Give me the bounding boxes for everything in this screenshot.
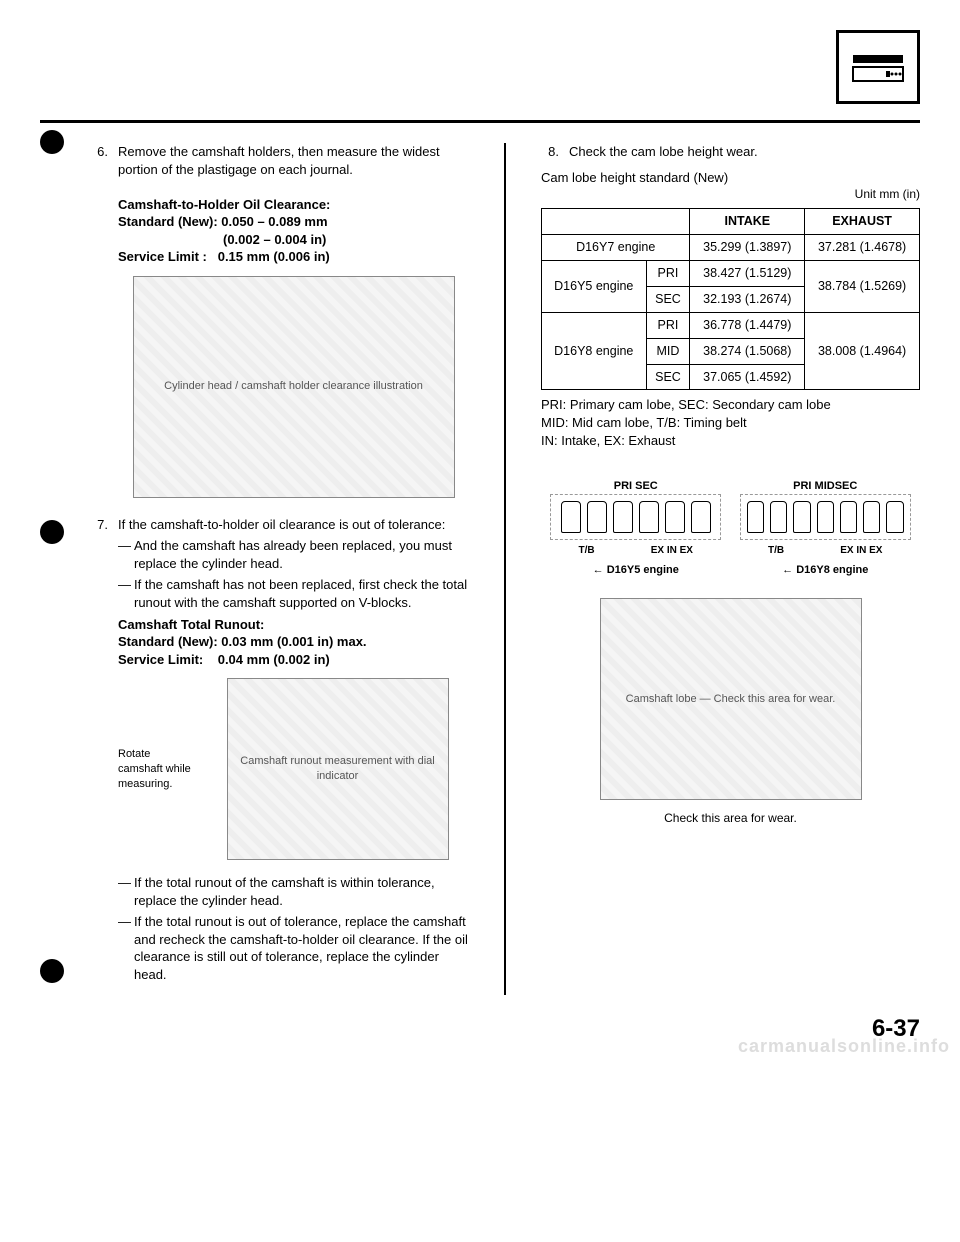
- figure-caption: Camshaft runout measurement with dial in…: [228, 754, 448, 784]
- watermark: carmanualsonline.info: [738, 1036, 950, 1057]
- cell: D16Y7 engine: [542, 235, 690, 261]
- step-7: 7. If the camshaft-to-holder oil clearan…: [90, 516, 469, 988]
- cell: 37.281 (1.4678): [805, 235, 920, 261]
- cell: 38.427 (1.5129): [690, 261, 805, 287]
- step-number: 7.: [90, 516, 108, 988]
- cell: SEC: [646, 286, 690, 312]
- cell: MID: [646, 338, 690, 364]
- spec-standard-label: Standard (New):: [118, 214, 218, 229]
- figure3-label: Check this area for wear.: [541, 810, 920, 826]
- step-text: Check the cam lobe height wear.: [569, 143, 920, 161]
- spec-limit-label: Service Limit :: [118, 249, 207, 264]
- cam-lobe-subhead: Cam lobe height standard (New): [541, 169, 920, 187]
- legend-line1: PRI: Primary cam lobe, SEC: Secondary ca…: [541, 396, 920, 414]
- tb-label: T/B: [768, 544, 784, 558]
- column-divider: [504, 143, 506, 995]
- cell: 35.299 (1.3897): [690, 235, 805, 261]
- runout-standard-value: 0.03 mm (0.001 in) max.: [221, 634, 366, 649]
- cell: 37.065 (1.4592): [690, 364, 805, 390]
- legend-line2: MID: Mid cam lobe, T/B: Timing belt: [541, 414, 920, 432]
- cell: SEC: [646, 364, 690, 390]
- cell: 38.274 (1.5068): [690, 338, 805, 364]
- left-column: 6. Remove the camshaft holders, then mea…: [40, 143, 469, 995]
- diag-top-label: PRI MIDSEC: [740, 479, 911, 494]
- cell: 38.784 (1.5269): [805, 261, 920, 313]
- step7-bullet4: If the total runout is out of tolerance,…: [118, 913, 469, 983]
- th-exhaust: EXHAUST: [805, 209, 920, 235]
- step-number: 8.: [541, 143, 559, 161]
- engine-arrow: ← D16Y8 engine: [740, 563, 911, 578]
- diag-top-label: PRI SEC: [550, 479, 721, 494]
- step-text: Remove the camshaft holders, then measur…: [118, 143, 469, 178]
- tb-label: T/B: [579, 544, 595, 558]
- section-bullet-2: [40, 520, 64, 544]
- spec-limit-value: 0.15 mm (0.006 in): [218, 249, 330, 264]
- cam-lobe-table: INTAKE EXHAUST D16Y7 engine 35.299 (1.38…: [541, 208, 920, 390]
- cell: PRI: [646, 261, 690, 287]
- step-8: 8. Check the cam lobe height wear.: [541, 143, 920, 161]
- cell: D16Y8 engine: [542, 312, 647, 390]
- right-column: 8. Check the cam lobe height wear. Cam l…: [541, 143, 920, 995]
- step7-bullet2: If the camshaft has not been replaced, f…: [118, 576, 469, 611]
- section-bullet-1: [40, 130, 64, 154]
- cell: PRI: [646, 312, 690, 338]
- runout-title: Camshaft Total Runout:: [118, 616, 469, 634]
- header-rule: [40, 120, 920, 123]
- figure2-side-label: Rotate camshaft while measuring.: [118, 747, 198, 792]
- bottom-label: EX IN EX: [840, 544, 882, 558]
- section-bullet-3: [40, 959, 64, 983]
- cam-lobe-diagrams: PRI SEC T/B EX IN EX ← D16Y5 engine PRI …: [541, 479, 920, 578]
- cell: 36.778 (1.4479): [690, 312, 805, 338]
- figure-lobe-wear: Camshaft lobe — Check this area for wear…: [600, 598, 862, 800]
- runout-standard-label: Standard (New):: [118, 634, 218, 649]
- step-intro: If the camshaft-to-holder oil clearance …: [118, 516, 469, 534]
- th-intake: INTAKE: [690, 209, 805, 235]
- spec-standard-value: 0.050 – 0.089 mm: [221, 214, 327, 229]
- cell: 38.008 (1.4964): [805, 312, 920, 390]
- figure-caption: Camshaft lobe — Check this area for wear…: [626, 692, 836, 707]
- figure-runout: Camshaft runout measurement with dial in…: [227, 678, 449, 860]
- runout-limit-label: Service Limit:: [118, 652, 203, 667]
- step7-bullet1: And the camshaft has already been replac…: [118, 537, 469, 572]
- figure-clearance: Cylinder head / camshaft holder clearanc…: [133, 276, 455, 498]
- cell: 32.193 (1.2674): [690, 286, 805, 312]
- engine-arrow: ← D16Y5 engine: [550, 563, 721, 578]
- legend-line3: IN: Intake, EX: Exhaust: [541, 432, 920, 450]
- unit-label: Unit mm (in): [541, 186, 920, 202]
- brand-icon: [836, 30, 920, 104]
- bottom-label: EX IN EX: [651, 544, 693, 558]
- spec-title: Camshaft-to-Holder Oil Clearance:: [118, 196, 469, 214]
- runout-limit-value: 0.04 mm (0.002 in): [218, 652, 330, 667]
- figure-caption: Cylinder head / camshaft holder clearanc…: [164, 379, 423, 394]
- cell: D16Y5 engine: [542, 261, 647, 313]
- step-6: 6. Remove the camshaft holders, then mea…: [90, 143, 469, 508]
- step7-bullet3: If the total runout of the camshaft is w…: [118, 874, 469, 909]
- spec-standard-value2: (0.002 – 0.004 in): [118, 231, 469, 249]
- step-number: 6.: [90, 143, 108, 508]
